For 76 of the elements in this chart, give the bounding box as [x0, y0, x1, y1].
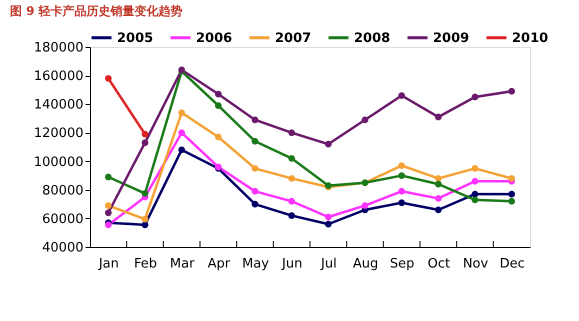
point — [434, 114, 442, 120]
y-tick-label: 140000 — [34, 98, 84, 113]
point — [142, 130, 148, 138]
point — [508, 190, 516, 198]
x-tick-label: Mar — [170, 256, 196, 272]
point — [288, 212, 296, 219]
point — [508, 198, 516, 205]
point — [252, 116, 258, 124]
point — [398, 199, 406, 206]
point — [142, 222, 148, 228]
legend-label: 2008 — [354, 30, 390, 46]
x-tick-label: Oct — [428, 256, 450, 272]
point — [434, 195, 442, 202]
point — [472, 196, 478, 204]
point — [104, 75, 112, 82]
point — [142, 216, 148, 222]
point — [178, 109, 186, 116]
x-tick-label: Aug — [352, 256, 378, 272]
legend-label: 2007 — [275, 30, 312, 46]
point — [362, 202, 368, 209]
x-tick-label: Jun — [281, 256, 302, 272]
point — [434, 206, 442, 214]
point — [178, 146, 186, 154]
point — [472, 165, 478, 172]
x-tick-label: Dec — [500, 256, 525, 272]
point — [288, 129, 296, 136]
legend-label: 2010 — [512, 30, 548, 46]
point — [104, 202, 112, 209]
point — [288, 198, 296, 205]
chart-title: 图 9 轻卡产品历史销量变化趋势 — [10, 4, 183, 18]
point — [508, 175, 516, 182]
legend-label: 2005 — [117, 30, 154, 46]
y-tick-label: 100000 — [34, 154, 84, 170]
point — [324, 140, 332, 148]
x-tick-label: Sep — [390, 256, 414, 272]
y-tick-label: 80000 — [42, 183, 84, 198]
point — [214, 134, 222, 140]
y-tick-label: 180000 — [34, 40, 84, 56]
point — [142, 139, 148, 146]
x-tick-label: Jul — [320, 256, 337, 272]
point — [434, 175, 442, 182]
legend-label: 2009 — [433, 30, 470, 46]
point — [104, 209, 112, 216]
x-tick-label: Jan — [98, 256, 119, 272]
point — [104, 222, 112, 228]
point — [324, 220, 332, 228]
point — [214, 102, 222, 109]
point — [142, 190, 148, 197]
point — [178, 129, 186, 136]
point — [398, 172, 406, 179]
point — [252, 138, 258, 145]
point — [472, 94, 478, 100]
point — [252, 188, 258, 195]
point — [398, 188, 406, 195]
x-tick-label: May — [242, 256, 270, 272]
point — [252, 200, 258, 208]
point — [252, 165, 258, 172]
point — [398, 162, 406, 169]
x-tick-label: Feb — [134, 256, 158, 272]
point — [104, 174, 112, 180]
point — [214, 90, 222, 98]
y-tick-label: 60000 — [42, 212, 84, 227]
point — [508, 88, 516, 95]
point — [398, 92, 406, 99]
y-tick-label: 120000 — [34, 126, 84, 142]
point — [472, 178, 478, 185]
x-tick-label: Apr — [208, 256, 231, 272]
x-tick-label: Nov — [462, 256, 488, 272]
y-tick-label: 160000 — [34, 69, 84, 84]
point — [434, 180, 442, 188]
y-tick-label: 40000 — [42, 240, 84, 256]
point — [324, 214, 332, 220]
point — [362, 116, 368, 124]
legend-label: 2006 — [196, 30, 232, 46]
point — [288, 155, 296, 162]
point — [288, 175, 296, 182]
